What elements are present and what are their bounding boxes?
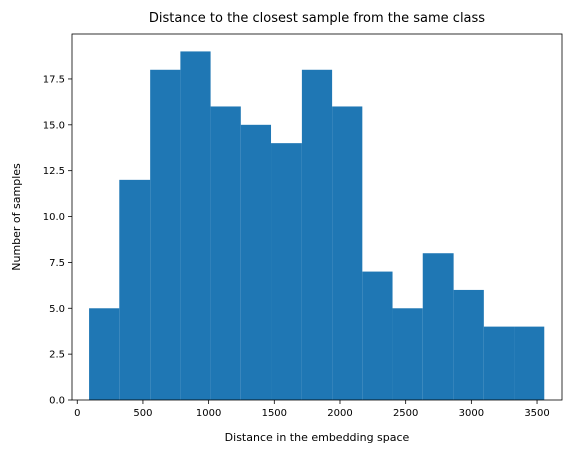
y-tick-label: 15.0 [43, 120, 65, 131]
histogram-bar-4 [180, 51, 211, 401]
y-tick-label: 10.0 [43, 212, 65, 223]
bars-group [89, 51, 545, 401]
y-axis-label: Number of samples [10, 163, 23, 271]
y-tick-label: 12.5 [43, 166, 65, 177]
x-tick-label: 2000 [327, 408, 352, 419]
y-tick-label: 2.5 [49, 350, 65, 361]
histogram-bar-15 [514, 326, 545, 400]
y-axis: 0.0 2.5 5.0 7.5 10.0 12.5 15.0 17.5 [43, 74, 72, 407]
x-tick-label: 3500 [524, 408, 549, 419]
histogram-bar-10 [362, 271, 393, 400]
y-tick-label: 7.5 [49, 258, 65, 269]
x-axis: 0 500 1000 1500 2000 2500 3000 3500 [74, 400, 550, 419]
histogram-bar-1 [89, 308, 120, 400]
histogram-bar-12 [422, 253, 454, 400]
plot-frame [71, 33, 563, 401]
histogram-bar-5 [210, 106, 241, 401]
y-tick-label: 0.0 [49, 396, 65, 407]
histogram-bar-6 [240, 124, 272, 401]
y-tick-label: 17.5 [43, 74, 65, 85]
histogram-bar-9 [332, 106, 363, 401]
histogram-bar-8 [301, 69, 333, 400]
histogram-bar-14 [483, 326, 515, 400]
x-tick-label: 500 [133, 408, 152, 419]
x-tick-label: 1500 [262, 408, 287, 419]
chart-title: Distance to the closest sample from the … [149, 11, 485, 26]
x-tick-label: 1000 [196, 408, 221, 419]
x-tick-label: 0 [74, 408, 80, 419]
histogram-bar-11 [392, 308, 423, 400]
histogram-bar-2 [119, 179, 151, 400]
histogram-bar-7 [271, 143, 302, 400]
x-tick-label: 2500 [393, 408, 418, 419]
x-tick-label: 3000 [459, 408, 484, 419]
y-tick-label: 5.0 [49, 304, 65, 315]
histogram-bar-3 [150, 69, 181, 400]
histogram-bar-13 [453, 289, 484, 400]
x-axis-label: Distance in the embedding space [225, 431, 410, 444]
